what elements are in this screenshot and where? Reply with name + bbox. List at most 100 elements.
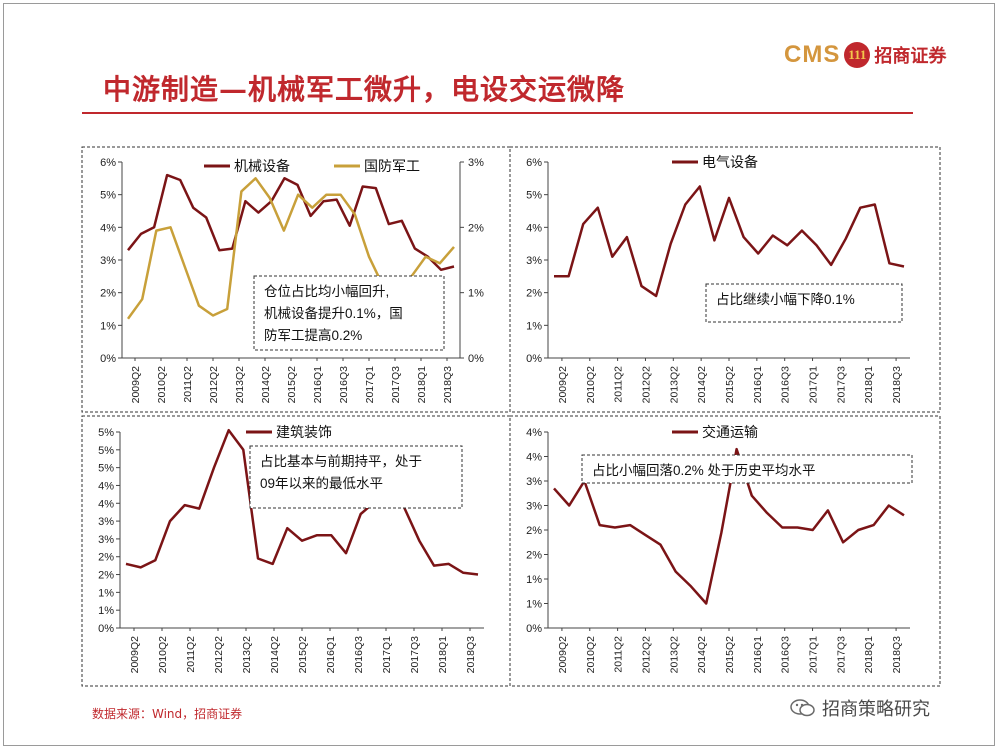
annotation-text: 机械设备提升0.1%，国: [264, 305, 403, 321]
chart-machinery-defense: 0% 1% 2% 3% 4% 5% 6% 0% 1% 2% 3% 2009Q2 2010Q2 2011Q2…: [81, 146, 511, 413]
x-tick-label: 2009Q2: [557, 636, 569, 674]
y-tick-label: 1%: [98, 605, 114, 617]
y-tick-label-right: 2%: [468, 222, 484, 234]
y-tick-label: 1%: [100, 320, 116, 332]
x-tick-label: 2014Q2: [269, 636, 281, 674]
legend-label: 机械设备: [234, 158, 290, 174]
annotation-text: 09年以来的最低水平: [260, 476, 383, 491]
x-tick-label: 2014Q2: [260, 366, 272, 404]
y-tick-label: 2%: [98, 570, 114, 582]
legend-label: 交通运输: [702, 424, 758, 440]
x-tick-label: 2017Q1: [381, 636, 393, 674]
x-tick-label: 2018Q1: [416, 366, 428, 404]
x-tick-label: 2018Q3: [465, 636, 477, 674]
x-tick-label: 2009Q2: [130, 366, 142, 404]
page-title: 中游制造—机械军工微升，电设交运微降: [103, 73, 626, 106]
annotation-text: 占比小幅回落0.2% 处于历史平均水平: [592, 463, 816, 478]
chart-frame: [509, 146, 941, 413]
x-tick-label: 2017Q3: [390, 366, 402, 404]
annotation-box: [253, 275, 445, 351]
series-line-0: [553, 447, 905, 605]
y-tick-label: 4%: [98, 498, 114, 510]
logo-chinese-text: 招商证券: [874, 46, 947, 67]
x-tick-label: 2013Q2: [241, 636, 253, 674]
x-tick-label: 2018Q1: [437, 636, 449, 674]
x-tick-label: 2014Q2: [696, 636, 708, 674]
y-tick-label-right: 3%: [468, 157, 484, 169]
x-tick-label: 2010Q2: [156, 366, 168, 404]
x-tick-label: 2017Q3: [409, 636, 421, 674]
x-tick-label: 2018Q1: [863, 366, 875, 404]
watermark-text: 招商策略研究: [822, 699, 930, 720]
chart-transportation: 0% 1% 1% 2% 2% 3% 3% 4% 4% 2009Q2 2010Q2 2011Q2 2012…: [509, 415, 941, 687]
annotation-box: [705, 283, 903, 323]
y-tick-label: 3%: [526, 501, 542, 513]
x-tick-label: 2011Q2: [182, 366, 194, 403]
x-tick-label: 2016Q1: [752, 636, 764, 674]
x-tick-label: 2018Q3: [891, 636, 903, 674]
y-tick-label: 5%: [98, 427, 114, 439]
x-tick-label: 2012Q2: [640, 636, 652, 674]
x-tick-label: 2012Q2: [640, 366, 652, 404]
x-tick-label: 2015Q2: [724, 636, 736, 674]
x-tick-label: 2016Q1: [312, 366, 324, 404]
y-tick-label: 3%: [98, 534, 114, 546]
x-tick-label: 2015Q2: [724, 366, 736, 404]
x-tick-label: 2011Q2: [613, 366, 625, 403]
annotation-text: 占比继续小幅下降0.1%: [716, 292, 855, 307]
y-tick-label: 3%: [100, 255, 116, 267]
title-divider: [82, 112, 913, 114]
annotation-box: [249, 445, 463, 509]
legend-label: 电气设备: [702, 154, 758, 170]
x-tick-label: 2017Q3: [835, 366, 847, 404]
y-tick-label: 1%: [526, 574, 542, 586]
y-tick-label: 4%: [98, 480, 114, 492]
y-tick-label: 1%: [526, 599, 542, 611]
y-tick-label: 5%: [98, 445, 114, 457]
series-line-0: [127, 173, 455, 272]
y-tick-label: 0%: [526, 353, 542, 365]
y-tick-label-right: 0%: [468, 353, 484, 365]
x-tick-label: 2018Q3: [442, 366, 454, 404]
x-tick-label: 2011Q2: [185, 636, 197, 673]
annotation-text: 仓位占比均小幅回升,: [264, 284, 389, 299]
y-tick-label: 1%: [98, 587, 114, 599]
y-tick-label: 5%: [98, 463, 114, 475]
x-tick-label: 2016Q3: [780, 636, 792, 674]
y-tick-label: 2%: [100, 288, 116, 300]
x-tick-label: 2012Q2: [213, 636, 225, 674]
wechat-icon: [790, 699, 815, 717]
x-tick-label: 2014Q2: [696, 366, 708, 404]
x-tick-label: 2010Q2: [157, 636, 169, 674]
x-tick-label: 2017Q3: [835, 636, 847, 674]
legend-label: 国防军工: [364, 158, 420, 174]
y-tick-label: 4%: [100, 222, 116, 234]
annotation-box: [581, 454, 913, 484]
y-tick-label-right: 1%: [468, 288, 484, 300]
x-tick-label: 2018Q1: [863, 636, 875, 674]
x-tick-label: 2017Q1: [808, 366, 820, 404]
y-tick-label: 2%: [98, 552, 114, 564]
chart-frame: [509, 415, 941, 687]
y-tick-label: 4%: [526, 222, 542, 234]
x-tick-label: 2017Q1: [808, 636, 820, 674]
chart-electrical-equipment: 0% 1% 2% 3% 4% 5% 6% 2009Q2 2010Q2 2011Q2 2012Q2 20…: [509, 146, 941, 413]
y-tick-label: 3%: [526, 255, 542, 267]
logo-mark-icon: 111: [844, 42, 871, 68]
x-tick-label: 2018Q3: [891, 366, 903, 404]
y-tick-label: 0%: [100, 353, 116, 365]
x-tick-label: 2015Q2: [286, 366, 298, 404]
y-tick-label: 2%: [526, 550, 542, 562]
x-tick-label: 2016Q3: [338, 366, 350, 404]
x-tick-label: 2012Q2: [208, 366, 220, 404]
y-tick-label: 3%: [98, 516, 114, 528]
legend-label: 建筑装饰: [276, 424, 332, 440]
watermark: 招商策略研究: [790, 695, 930, 721]
data-source-note: 数据来源：Wind，招商证券: [92, 707, 243, 721]
logo-cms-text: CMS: [784, 41, 841, 68]
chart-construction: 0% 1% 1% 2% 2% 3% 3% 4% 4% 5% 5% 5% 2009Q2 2010Q2 2011…: [81, 415, 511, 687]
y-tick-label: 6%: [100, 157, 116, 169]
x-tick-label: 2016Q3: [780, 366, 792, 404]
y-tick-label: 2%: [526, 525, 542, 537]
